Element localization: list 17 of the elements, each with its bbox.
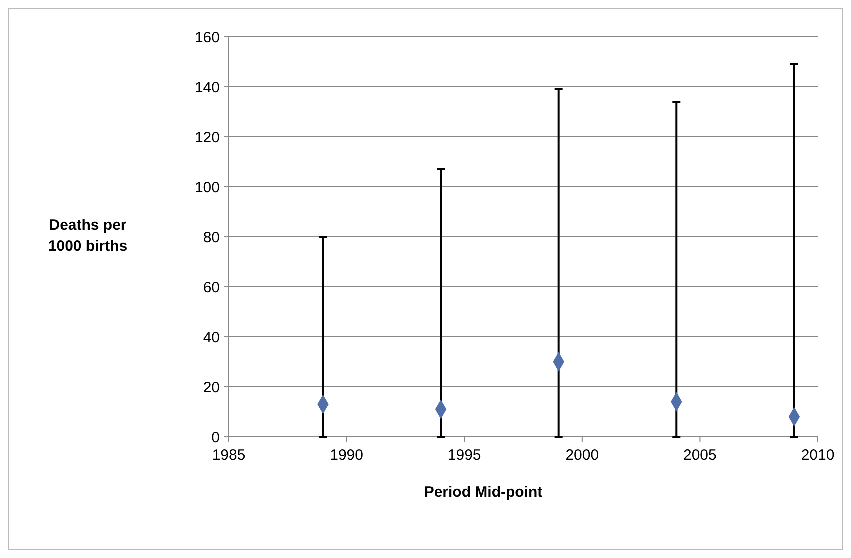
y-tick-label: 20 xyxy=(203,379,220,396)
x-tick-label: 1990 xyxy=(330,447,364,464)
y-tick-label: 80 xyxy=(203,229,220,246)
y-tick-label: 140 xyxy=(194,79,220,96)
y-tick-label: 40 xyxy=(203,329,220,346)
x-tick-label: 1995 xyxy=(448,447,482,464)
x-tick-label: 1985 xyxy=(212,447,246,464)
x-axis-title: Period Mid-point xyxy=(424,484,543,501)
y-tick-label: 0 xyxy=(212,429,220,446)
x-tick-label: 2000 xyxy=(566,447,600,464)
y-tick-label: 100 xyxy=(194,179,220,196)
x-tick-label: 2005 xyxy=(684,447,717,464)
x-tick-label: 2010 xyxy=(801,447,835,464)
y-tick-label: 60 xyxy=(203,279,220,296)
y-tick-label: 120 xyxy=(194,129,220,146)
y-axis-title: Deaths per 1000 births xyxy=(48,217,128,255)
y-tick-label: 160 xyxy=(194,29,220,46)
